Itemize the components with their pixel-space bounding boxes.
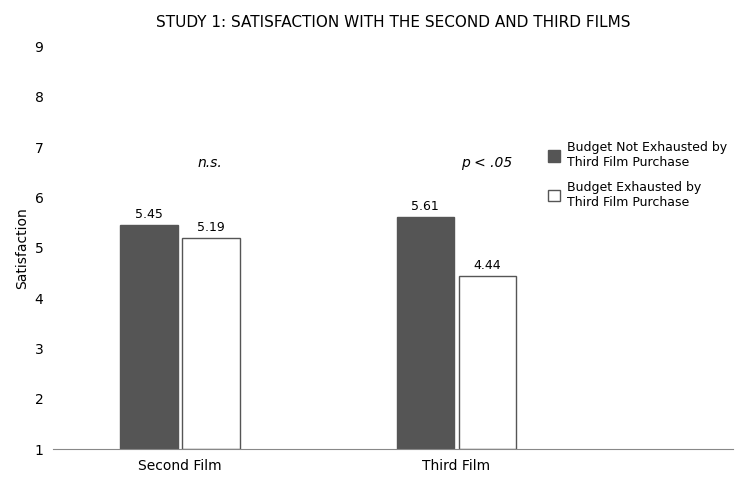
Bar <box>183 238 240 449</box>
Legend: Budget Not Exhausted by
Third Film Purchase, Budget Exhausted by
Third Film Purc: Budget Not Exhausted by Third Film Purch… <box>548 142 727 208</box>
Bar <box>459 276 516 449</box>
Text: 5.45: 5.45 <box>135 208 163 221</box>
Title: STUDY 1: SATISFACTION WITH THE SECOND AND THIRD FILMS: STUDY 1: SATISFACTION WITH THE SECOND AN… <box>156 15 631 30</box>
Bar <box>120 225 177 449</box>
Bar <box>396 217 454 449</box>
Y-axis label: Satisfaction: Satisfaction <box>15 207 29 289</box>
Text: 4.44: 4.44 <box>473 259 501 272</box>
Text: p < .05: p < .05 <box>461 156 512 170</box>
Text: 5.19: 5.19 <box>197 221 225 234</box>
Text: n.s.: n.s. <box>197 156 222 170</box>
Text: 5.61: 5.61 <box>411 200 439 213</box>
